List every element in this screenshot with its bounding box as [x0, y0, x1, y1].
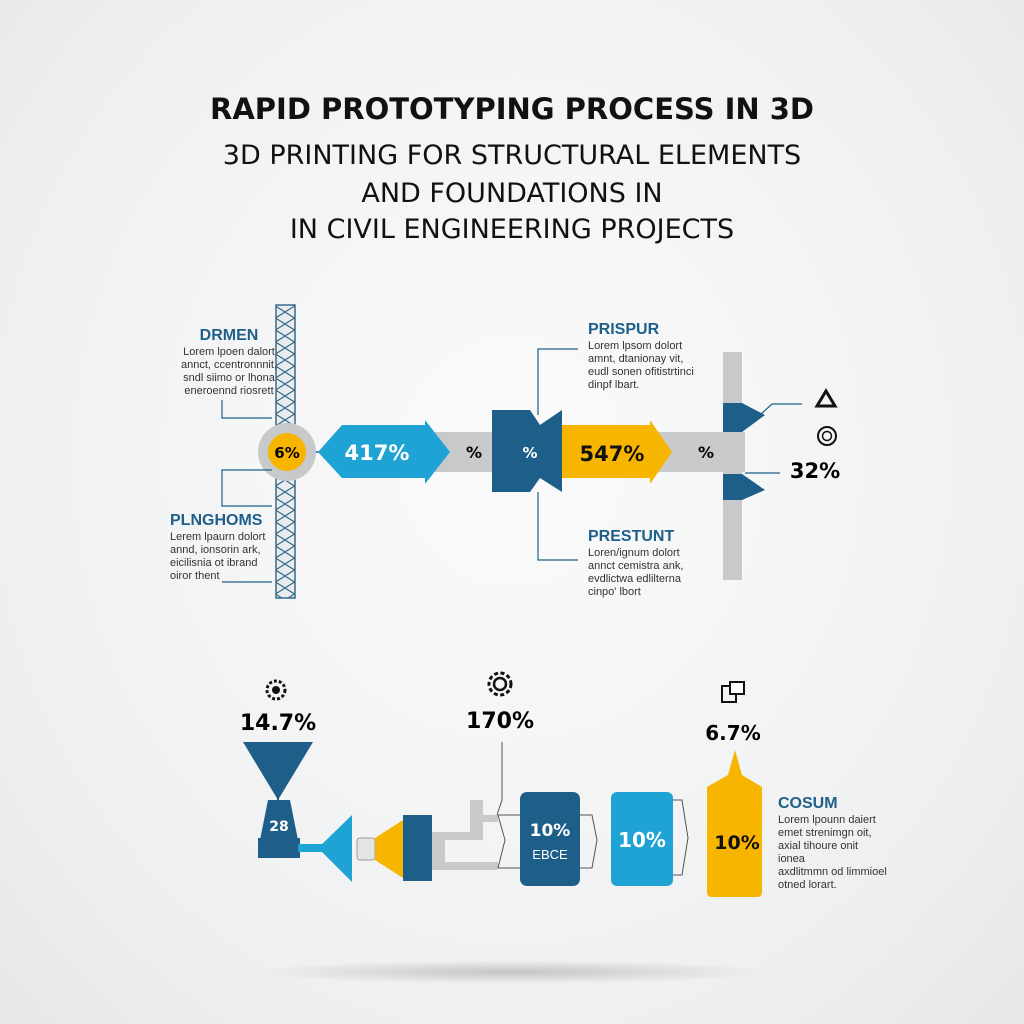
label-line: Loren/ignum dolort	[588, 547, 680, 559]
title-line-3: AND FOUNDATIONS IN	[361, 178, 663, 209]
label-line: Lorem lpsom dolort	[588, 340, 683, 352]
label-line: otned lorart.	[778, 879, 837, 891]
title-line-2: 3D PRINTING FOR STRUCTURAL ELEMENTS	[222, 140, 802, 171]
title-line-1: RAPID PROTOTYPING PROCESS IN 3D	[210, 92, 814, 126]
label-heading: PRESTUNT	[588, 528, 675, 545]
dark-blue-value: %	[522, 444, 537, 462]
label-line: emet strenimgn oit,	[778, 827, 872, 839]
label-heading: PLNGHOMS	[170, 512, 263, 529]
circle-node-inner	[268, 433, 306, 471]
document-icon	[721, 681, 745, 703]
label-heading: COSUM	[778, 795, 838, 812]
yellow-value: 547%	[580, 442, 645, 466]
gray-value-1: %	[466, 443, 482, 462]
yellow-value-bottom: 10%	[714, 832, 759, 854]
label-line: Lerem lpaurn dolort	[170, 531, 266, 543]
label-line: axial tihoure onit ionea	[778, 840, 859, 865]
label-line: annd, ionsorin ark,	[170, 544, 261, 556]
label-heading: DRMEN	[199, 327, 259, 344]
gray-pipe	[432, 800, 498, 870]
target-coin-icon	[817, 426, 837, 446]
hopper-value: 14.7%	[240, 711, 316, 736]
right-value: 32%	[790, 459, 840, 483]
dark-blue-block	[492, 410, 562, 492]
gray-value-2: %	[698, 443, 714, 462]
yellow-arrow	[562, 420, 672, 484]
light-blue-arrow	[318, 420, 450, 484]
label-line: cinpo' lbort	[588, 586, 641, 598]
vertical-gray-bar	[723, 352, 742, 580]
dark-box	[520, 792, 580, 886]
yellow-tank	[707, 750, 762, 897]
mid-value: 170%	[466, 709, 534, 734]
light-box-value: 10%	[618, 828, 666, 852]
dark-box-value: 10%	[530, 821, 571, 841]
extruder-block	[403, 815, 432, 881]
label-line: eicilisnia ot ibrand	[170, 557, 258, 569]
label-line: Lorem lpoen dalort	[183, 346, 275, 358]
label-cosum: COSUM Lorem lpounn daiert emet strenimgn…	[778, 794, 888, 892]
label-line: sndl siimo or lhona	[183, 372, 275, 384]
light-box	[611, 792, 673, 886]
label-line: eudl sonen ofitistrtinci	[588, 366, 694, 378]
funnel	[243, 742, 313, 800]
label-plnghoms: PLNGHOMS Lerem lpaurn dolort annd, ionso…	[170, 511, 276, 583]
yellow-top-value: 6.7%	[705, 721, 760, 745]
dark-box-label: EBCE	[532, 847, 568, 862]
nozzle-base-value: 28	[269, 819, 288, 835]
label-line: evdlictwa edlilterna	[588, 573, 681, 585]
label-heading: PRISPUR	[588, 321, 660, 338]
label-line: annct, ccentronnnit,	[180, 359, 277, 371]
label-prestunt: PRESTUNT Loren/ignum dolort annct cemist…	[588, 527, 698, 599]
label-line: Lorem lpounn daiert	[778, 814, 876, 826]
upper-flag	[723, 403, 765, 432]
circle-value: 6%	[274, 444, 299, 462]
lower-flag	[723, 474, 765, 500]
nozzle-base	[260, 800, 298, 840]
hopper-gear-icon	[265, 679, 287, 701]
label-line: annct cemistra ank,	[588, 560, 684, 572]
label-line: oiror thent	[170, 570, 220, 582]
light-blue-value: 417%	[345, 441, 410, 465]
network-icon	[814, 388, 838, 408]
light-blue-cone	[318, 815, 352, 882]
title-line-4: IN CIVIL ENGINEERING PROJECTS	[289, 214, 735, 245]
bracket-lines	[496, 742, 689, 876]
connector-lines	[221, 348, 802, 583]
label-drmen: DRMEN Lorem lpoen dalort annct, ccentron…	[176, 326, 282, 398]
floor-shadow	[252, 960, 772, 984]
coupler	[356, 837, 376, 861]
label-prispur: PRISPUR Lorem lpsom dolort amnt, dtanion…	[588, 320, 698, 392]
yellow-cone	[375, 820, 403, 878]
label-line: amnt, dtanionay vit,	[588, 353, 684, 365]
label-line: dinpf lbart.	[588, 379, 640, 391]
label-line: axdlitmmn od limmioel	[778, 866, 887, 878]
mid-gear-icon	[487, 671, 513, 697]
label-line: eneroennd riosrett	[184, 385, 274, 397]
